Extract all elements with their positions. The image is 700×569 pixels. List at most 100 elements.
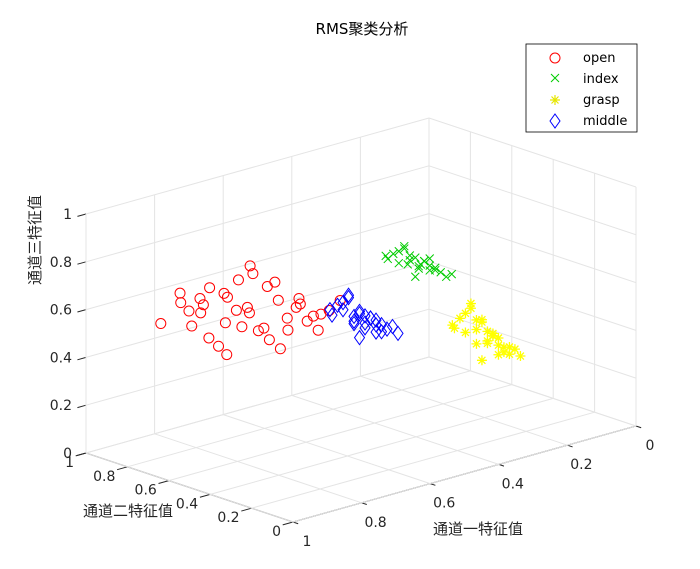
gridline-floor bbox=[251, 411, 595, 509]
open-data-point bbox=[219, 317, 231, 329]
open-data-point bbox=[282, 324, 294, 336]
middle-data-point bbox=[392, 325, 404, 342]
grasp-data-point bbox=[460, 327, 471, 338]
gridline-floor bbox=[85, 452, 294, 523]
open-data-point bbox=[221, 291, 233, 303]
grasp-data-point bbox=[460, 308, 471, 319]
gridline-floor bbox=[210, 397, 554, 495]
z-tick-mark bbox=[77, 452, 87, 456]
chart-title: RMS聚类分析 bbox=[316, 20, 409, 38]
z-tick-label: 1 bbox=[63, 207, 72, 223]
gridline-side-wall bbox=[428, 308, 637, 379]
y-tick-label: 0.8 bbox=[93, 469, 115, 485]
x-tick-label: 0.6 bbox=[433, 496, 455, 512]
open-data-point bbox=[247, 268, 259, 280]
grasp-data-point bbox=[493, 349, 504, 360]
open-data-point bbox=[174, 287, 186, 299]
grasp-data-point bbox=[515, 351, 526, 362]
y-tick-mark bbox=[158, 480, 169, 484]
index-marker-icon bbox=[550, 73, 560, 83]
open-data-point bbox=[175, 297, 187, 309]
index-data-point bbox=[394, 258, 404, 268]
y-tick-mark bbox=[199, 493, 211, 498]
z-tick-mark bbox=[77, 356, 87, 361]
middle-data-point bbox=[353, 329, 366, 346]
y-tick-label: 0.2 bbox=[217, 510, 239, 526]
x-tick-mark bbox=[498, 463, 505, 467]
open-data-point bbox=[294, 298, 306, 310]
x-tick-label: 1 bbox=[303, 534, 312, 550]
grasp-data-point bbox=[476, 314, 487, 325]
open-data-point bbox=[312, 324, 324, 336]
gridline-side-wall bbox=[428, 260, 637, 331]
index-data-point bbox=[399, 241, 409, 251]
middle-data-point bbox=[337, 294, 349, 311]
x-tick-label: 0.8 bbox=[364, 515, 386, 531]
index-data-point bbox=[410, 253, 420, 262]
legend-label-index: index bbox=[583, 72, 619, 87]
middle-data-point bbox=[331, 297, 344, 314]
series-grasp bbox=[447, 298, 526, 366]
open-data-point bbox=[315, 308, 327, 320]
gridline-back-wall bbox=[85, 260, 430, 358]
index-data-point bbox=[430, 263, 440, 273]
y-tick-label: 0.6 bbox=[135, 483, 157, 499]
open-data-point bbox=[236, 321, 248, 333]
z-tick-label: 0 bbox=[63, 446, 72, 462]
open-data-point bbox=[281, 312, 293, 324]
index-data-point bbox=[419, 256, 429, 266]
gridline-floor bbox=[154, 433, 362, 504]
grasp-data-point bbox=[498, 347, 509, 358]
z-tick-label: 0.4 bbox=[50, 350, 72, 366]
y-tick-mark bbox=[282, 521, 294, 526]
index-data-point bbox=[425, 254, 435, 263]
x-tick-mark bbox=[635, 425, 642, 429]
index-data-point bbox=[414, 264, 424, 273]
index-data-point bbox=[436, 267, 446, 277]
open-data-point bbox=[204, 282, 216, 294]
x-axis-label: 通道一特征值 bbox=[433, 520, 523, 538]
middle-data-point bbox=[359, 308, 371, 324]
middle-data-point bbox=[386, 318, 399, 335]
tick-labels: 00.20.40.60.8100.20.40.60.8100.20.40.60.… bbox=[50, 207, 655, 550]
index-data-point bbox=[425, 261, 435, 271]
grasp-marker-icon bbox=[550, 95, 560, 105]
z-tick-label: 0.8 bbox=[50, 255, 72, 271]
grasp-data-point bbox=[482, 335, 493, 346]
open-data-point bbox=[232, 274, 244, 286]
grasp-data-point bbox=[449, 323, 460, 334]
open-data-point bbox=[221, 349, 233, 361]
middle-data-point bbox=[348, 315, 360, 332]
legend-label-open: open bbox=[583, 51, 615, 66]
gridline-floor bbox=[360, 375, 568, 446]
x-tick-label: 0.4 bbox=[502, 476, 524, 492]
gridline-floor bbox=[223, 414, 431, 485]
y-tick-mark bbox=[116, 466, 128, 471]
open-data-point bbox=[195, 307, 207, 319]
open-data-point bbox=[218, 287, 230, 299]
gridline-side-wall bbox=[428, 356, 637, 427]
index-data-point bbox=[410, 272, 420, 282]
gridline-floor bbox=[168, 384, 512, 482]
open-data-point bbox=[203, 332, 215, 344]
series-open bbox=[155, 260, 346, 361]
grasp-data-point bbox=[504, 342, 515, 353]
open-data-point bbox=[244, 260, 256, 272]
middle-marker-icon bbox=[549, 113, 561, 129]
gridline-side-wall bbox=[428, 165, 637, 236]
index-data-point bbox=[405, 255, 415, 265]
z-tick-mark bbox=[77, 309, 87, 313]
x-tick-mark bbox=[567, 444, 573, 448]
x-tick-label: 0 bbox=[646, 438, 655, 454]
grasp-data-point bbox=[509, 344, 520, 355]
z-tick-mark bbox=[77, 404, 87, 409]
open-data-point bbox=[183, 305, 195, 317]
open-data-point bbox=[261, 280, 273, 292]
middle-data-point bbox=[370, 324, 382, 340]
y-tick-mark bbox=[241, 507, 252, 512]
y-tick-label: 0 bbox=[272, 524, 281, 540]
gridline-floor bbox=[85, 356, 430, 454]
open-data-point bbox=[241, 301, 253, 313]
legend-box bbox=[525, 43, 638, 133]
open-data-point bbox=[197, 299, 209, 311]
